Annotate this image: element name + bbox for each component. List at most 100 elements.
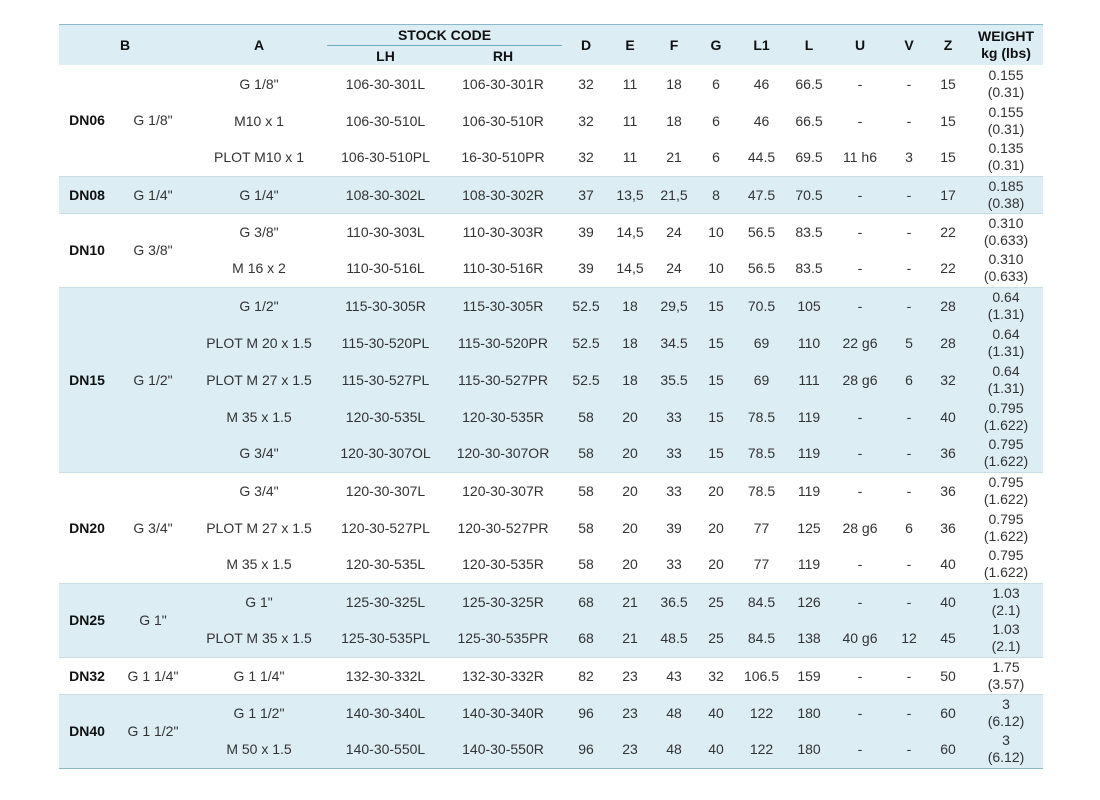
weight-kg: 0.795	[988, 473, 1024, 490]
row-group-dn08: DN08 G 1/4" G 1/4" 108-30-302L 108-30-302R 37…	[59, 176, 1043, 213]
cell-dn: DN25	[59, 583, 115, 657]
cell-b: G 3/8"	[133, 242, 173, 258]
weight-lbs: (1.31)	[987, 305, 1025, 322]
table-row: M 50 x 1.5 140-30-550L 140-30-550R 96 23 48 40…	[59, 731, 1043, 768]
weight-lbs: (0.31)	[987, 157, 1025, 174]
cell-lh: 115-30-527PL	[327, 361, 444, 398]
cell-f: 33	[650, 435, 698, 472]
cell-l1: 56.5	[747, 260, 776, 277]
weight-kg: 1.03	[992, 584, 1020, 601]
cell-rh: 120-30-307R	[462, 482, 544, 499]
weight-kg: 0.310	[988, 214, 1024, 231]
cell-u: -	[857, 223, 863, 240]
cell-a: G 1/8"	[239, 75, 279, 92]
cell-l: 119	[797, 482, 821, 499]
cell-l: 125	[797, 519, 821, 536]
col-header-z: Z	[927, 24, 969, 65]
cell-a: G 3/8"	[239, 223, 279, 240]
cell-d: 96	[562, 731, 610, 768]
weight-kg: 0.135	[988, 140, 1024, 157]
weight-lbs: (6.12)	[987, 712, 1025, 729]
cell-e: 20	[622, 556, 638, 573]
cell-g: 6	[712, 112, 720, 129]
cell-e: 14,5	[616, 260, 644, 277]
cell-a: M 16 x 2	[232, 260, 286, 277]
table-row: PLOT M 27 x 1.5 120-30-527PL 120-30-527PR 5…	[59, 509, 1043, 546]
cell-v: -	[891, 694, 927, 731]
cell-l1: 106.5	[743, 667, 780, 684]
cell-d: 68	[562, 583, 610, 620]
cell-e: 20	[610, 435, 650, 472]
cell-lh: 125-30-535PL	[327, 620, 444, 657]
cell-a: PLOT M10 x 1	[213, 149, 304, 166]
cell-d: 58	[578, 556, 594, 573]
cell-f: 39	[666, 519, 682, 536]
cell-b: G 1/2"	[115, 287, 191, 472]
cell-v: 5	[891, 324, 927, 361]
row-group-dn40: DN40 G 1 1/2" G 1 1/2" 140-30-340L 140-30-34…	[59, 694, 1043, 768]
weight-lbs: (0.633)	[983, 231, 1029, 248]
cell-u: -	[829, 398, 891, 435]
col-header-v: V	[891, 24, 927, 65]
cell-d: 96	[562, 694, 610, 731]
cell-d: 32	[578, 75, 594, 92]
cell-z: 60	[927, 731, 969, 768]
weight-header-label: WEIGHT	[978, 28, 1034, 44]
cell-u: -	[829, 694, 891, 731]
weight-header-unit: kg (lbs)	[981, 45, 1031, 61]
cell-d: 58	[578, 519, 594, 536]
cell-v: -	[906, 482, 912, 499]
cell-z: 17	[927, 176, 969, 213]
cell-g: 25	[698, 583, 734, 620]
cell-a: G 1 1/4"	[233, 667, 285, 684]
weight-lbs: (6.12)	[987, 749, 1025, 766]
cell-l: 138	[789, 620, 829, 657]
cell-f: 33	[666, 482, 682, 499]
cell-a: G 3/4"	[239, 482, 279, 499]
cell-dn: DN15	[59, 287, 115, 472]
cell-rh: 120-30-535R	[462, 556, 544, 573]
weight-lbs: (1.622)	[983, 416, 1029, 433]
cell-l: 180	[789, 694, 829, 731]
cell-v: 6	[905, 519, 913, 536]
cell-weight: 1.03 (2.1)	[969, 620, 1043, 657]
cell-f: 36.5	[650, 583, 698, 620]
cell-weight: 0.155 (0.31)	[969, 102, 1043, 139]
cell-v: -	[891, 398, 927, 435]
cell-l: 119	[797, 556, 821, 573]
fitting-dimensions-table: B A STOCK CODE D E F G L1 L U V Z WEIGHT…	[59, 24, 1043, 769]
weight-kg: 0.64	[992, 325, 1020, 342]
table-row: PLOT M10 x 1 106-30-510PL 16-30-510PR 32 11 2…	[59, 139, 1043, 176]
cell-u: 28 g6	[842, 519, 878, 536]
table-row: M 16 x 2 110-30-516L 110-30-516R 39 14,5 24 10…	[59, 250, 1043, 287]
cell-l: 159	[797, 667, 821, 684]
cell-u: -	[857, 482, 863, 499]
cell-l: 180	[789, 731, 829, 768]
cell-rh: 108-30-302R	[444, 176, 562, 213]
cell-e: 18	[610, 324, 650, 361]
cell-e: 11	[622, 149, 638, 166]
cell-z: 15	[940, 112, 956, 129]
cell-g: 40	[698, 731, 734, 768]
cell-weight: 0.64 (1.31)	[969, 324, 1043, 361]
cell-g: 8	[698, 176, 734, 213]
weight-lbs: (2.1)	[991, 601, 1021, 618]
cell-e: 20	[622, 482, 638, 499]
cell-f: 33	[666, 556, 682, 573]
cell-rh: 115-30-305R	[444, 287, 562, 324]
weight-lbs: (2.1)	[991, 638, 1021, 655]
cell-a: M 35 x 1.5	[191, 398, 327, 435]
cell-g: 10	[708, 260, 724, 277]
cell-l: 70.5	[789, 176, 829, 213]
cell-u: -	[857, 556, 863, 573]
cell-l1: 44.5	[747, 149, 776, 166]
cell-g: 6	[712, 75, 720, 92]
col-header-lh: LH	[327, 45, 444, 65]
cell-l1: 69	[734, 361, 789, 398]
cell-l: 119	[789, 435, 829, 472]
cell-l: 69.5	[795, 149, 823, 166]
cell-l1: 69	[734, 324, 789, 361]
cell-lh: 120-30-535L	[345, 556, 426, 573]
cell-u: -	[857, 260, 863, 277]
cell-rh: 115-30-520PR	[444, 324, 562, 361]
